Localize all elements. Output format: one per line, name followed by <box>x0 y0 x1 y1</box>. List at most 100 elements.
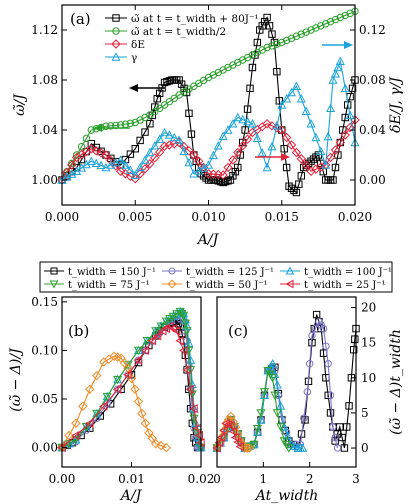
panel-a-series-2-point <box>286 140 297 150</box>
panel-a-series-3-point <box>301 106 311 115</box>
panel-a-series-0-point <box>285 182 293 190</box>
panel-a-series-0-point <box>126 150 135 158</box>
panel-c: 0 1 2 3 0 5 10 15 20 (c) At_width (ω̃ − Δ)t_widt… <box>212 296 404 504</box>
panel-a-series-3-point <box>150 141 160 150</box>
panel-c-series-25-point <box>219 425 228 436</box>
legend-marker <box>168 267 176 275</box>
panel-a-series-1-point <box>82 134 91 143</box>
panel-c-series-150-point <box>312 310 321 319</box>
arrow-blue-head <box>344 41 353 49</box>
panel-a-series-1-point <box>151 107 159 116</box>
panel-a-series-2-point <box>130 174 140 184</box>
x-tick-label: 0.010 <box>191 210 225 224</box>
panel-b-series-25-point <box>194 430 203 440</box>
panel-a-series-2-point <box>86 144 97 154</box>
y-tick-label: 0.15 <box>31 295 58 309</box>
panel-b-series-50-point <box>92 370 102 381</box>
panel-a-series-3-point <box>203 160 214 169</box>
panel-b-series-75-point <box>156 322 166 331</box>
x-tick-label: 0.000 <box>45 210 79 224</box>
panel-c-series-50-point <box>242 443 252 453</box>
legend-marker <box>112 27 120 35</box>
y-tick-label-left: 1.08 <box>31 73 58 87</box>
panel-c-series-150-point <box>326 409 335 417</box>
panel-a-series-3-point <box>179 146 189 155</box>
panel-a-series-0-point <box>151 103 159 111</box>
panel-a-series-0-point <box>229 172 237 180</box>
panel-c-series-150-point <box>338 433 346 442</box>
panel-c-series-75-point <box>253 425 263 434</box>
panel-b-series-150-point <box>77 431 85 440</box>
panel-b-series-50-point <box>78 401 88 411</box>
legend-marker <box>167 279 177 289</box>
panel-a-series-2-point <box>223 162 233 173</box>
panel-c-series-125-point <box>324 360 332 368</box>
panel-a-series-3-point <box>247 118 257 128</box>
panel-c-series-125-point <box>322 342 330 350</box>
x-tick-label: 2 <box>306 472 314 486</box>
panel-a-series-1-point <box>336 13 345 22</box>
panel-c-ylabel-right: (ω̃ − Δ)t_width <box>388 329 404 435</box>
panel-a-series-1-point <box>107 122 115 130</box>
panel-c-series-25-point <box>235 442 244 452</box>
panel-a-series-3-point <box>296 93 306 103</box>
panel-a-series-3-point <box>323 131 333 141</box>
panel-a-series-3-point <box>145 147 155 157</box>
panel-a-series-0-point <box>336 138 345 147</box>
panel-a-series-3-point <box>345 110 355 120</box>
panel-b-series-25-point <box>171 326 181 336</box>
panel-a-legend: ω̃ at t = t_width + 80J⁻¹ω̃ at t = t_wid… <box>105 13 259 64</box>
panel-a-series-2-point <box>296 154 306 164</box>
panel-a-series-0-point <box>307 157 315 165</box>
panel-b-series-25-point <box>152 331 162 341</box>
panel-a-xlabel: A/J <box>196 232 220 248</box>
panel-b-series-25-point <box>71 430 80 440</box>
panel-a-series-2-point <box>330 145 341 155</box>
panel-b-series-25-point <box>85 418 94 428</box>
arrow-red-head <box>281 153 290 161</box>
panel-c-frame <box>216 296 357 468</box>
panel-a-series-3-point <box>91 158 101 168</box>
panel-b-series-50-point <box>64 430 74 441</box>
panel-c-series-100-point <box>276 401 286 410</box>
panel-a-series-2-point <box>194 156 204 166</box>
panel-b-series-75-point <box>64 439 74 449</box>
panel-a-series-1-point <box>155 104 164 113</box>
panel-b-series-75-point <box>71 436 81 445</box>
panel-a-series-0-point <box>146 120 154 128</box>
panel-a-series-1-point <box>68 159 76 168</box>
panel-a-series-2-point <box>262 119 272 129</box>
panel-a-series-3-point <box>311 132 321 142</box>
panel-c-series-150-point <box>336 423 344 431</box>
panel-a-label: (a) <box>70 10 91 28</box>
panel-a-series-3-point <box>330 68 341 78</box>
panel-c-series-125-point <box>282 428 291 436</box>
panel-a-series-0-point <box>312 153 320 161</box>
panel-a-series-3-point <box>116 155 126 164</box>
panel-a-series-1-point <box>322 20 330 28</box>
panel-b-series-75-point <box>182 327 192 336</box>
panel-c-series-25-point <box>233 437 242 447</box>
panel-c-series-75-point <box>259 388 270 397</box>
panel-c-series-25-point <box>216 432 226 443</box>
panel-c-series-150-point <box>301 416 309 424</box>
panel-a-series-2-point <box>218 170 228 180</box>
panel-b-series-25-point <box>112 384 122 394</box>
panel-b-series-25-point <box>98 401 108 411</box>
panel-a-series-3-point <box>243 116 253 126</box>
panel-b-series-75-point <box>168 312 178 322</box>
panel-c-series-25-point <box>230 432 240 443</box>
panel-a-series-2-point <box>228 155 238 165</box>
panel-a-series-0-point <box>331 163 340 172</box>
panel-a-series-0-point <box>275 97 284 105</box>
y-tick-label: 0.05 <box>31 392 58 406</box>
panel-a-ylabel-right: δE/J, γ/J <box>388 76 404 133</box>
panel-c-series-100-point <box>253 427 263 436</box>
panel-a-series-1-point <box>268 42 276 50</box>
panel-a-series-3-point <box>86 156 96 165</box>
panel-b-series-25-point <box>147 336 157 346</box>
legend-marker <box>49 280 59 289</box>
panel-a-series-1-point <box>165 97 174 106</box>
panel-a-series-3-point <box>267 141 277 151</box>
